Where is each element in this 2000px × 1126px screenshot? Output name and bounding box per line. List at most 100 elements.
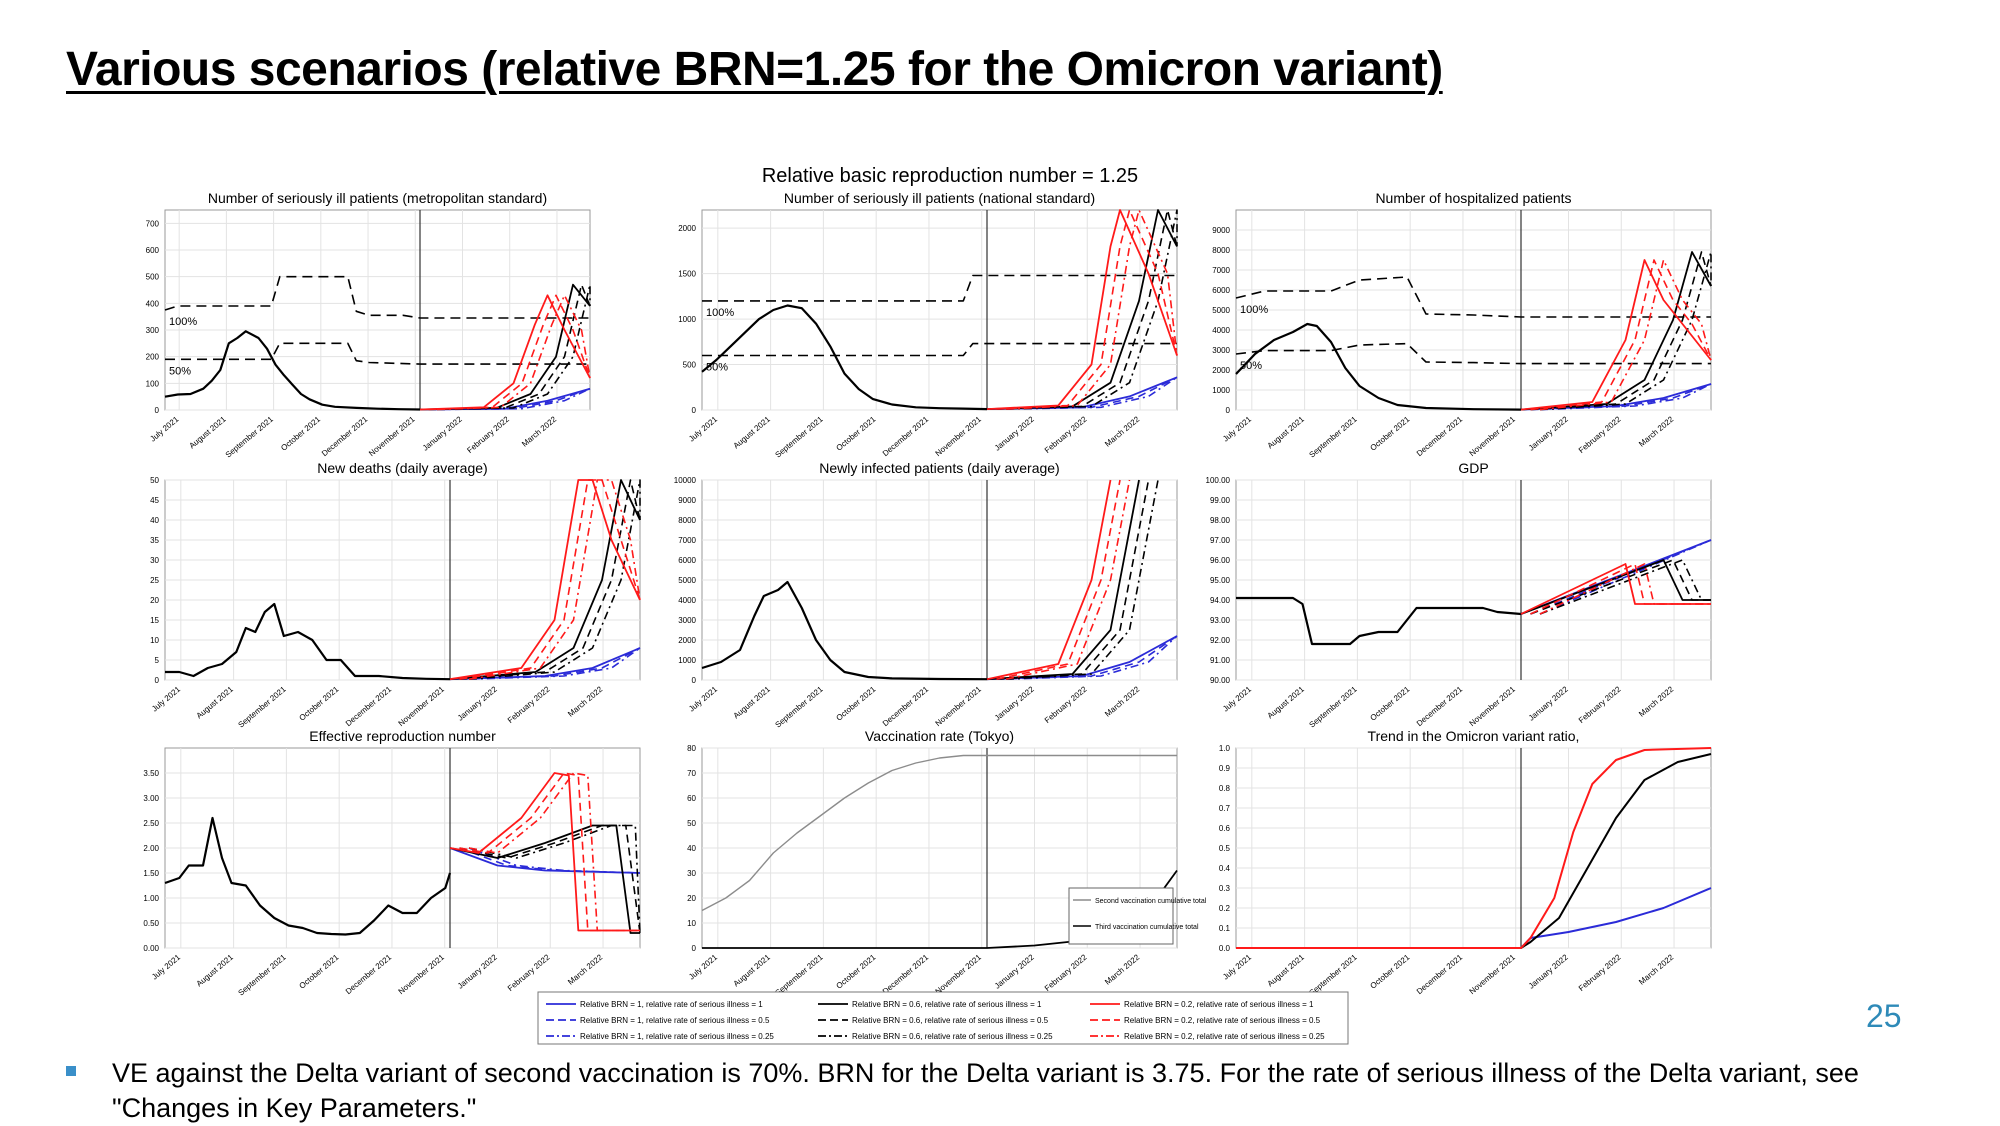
y-tick-label: 99.00 <box>1210 496 1231 505</box>
x-tick-label: November 2021 <box>397 952 447 996</box>
legend-label: Relative BRN = 0.6, relative rate of ser… <box>852 1000 1042 1009</box>
black-scenario-solid <box>449 479 641 681</box>
x-tick-label: February 2022 <box>1043 684 1089 725</box>
y-tick-label: 20 <box>150 596 159 605</box>
black-scenario-dashdot <box>1539 251 1712 411</box>
history-line <box>165 602 451 681</box>
y-tick-label: 0.5 <box>1219 844 1231 853</box>
x-tick-label: September 2021 <box>774 414 826 459</box>
y-tick-label: 9000 <box>678 496 696 505</box>
y-tick-label: 0.9 <box>1219 764 1231 773</box>
y-tick-label: 1000 <box>678 656 696 665</box>
x-tick-label: August 2021 <box>732 952 773 988</box>
y-tick-label: 0.8 <box>1219 784 1231 793</box>
x-tick-label: October 2021 <box>1369 414 1412 452</box>
x-tick-label: December 2021 <box>881 952 931 996</box>
x-tick-label: March 2022 <box>566 952 605 986</box>
black-scenario-dashed <box>428 283 591 411</box>
y-tick-label: 2000 <box>1212 366 1230 375</box>
black-scenario-dashed <box>459 479 641 680</box>
x-tick-label: March 2022 <box>1637 684 1676 718</box>
y-tick-label: 7000 <box>1212 266 1230 275</box>
red-scenario-solid <box>1520 259 1712 411</box>
chart-title: GDP <box>1458 460 1488 476</box>
y-tick-label: 2000 <box>678 636 696 645</box>
y-tick-label: 98.00 <box>1210 516 1231 525</box>
x-tick-label: July 2021 <box>687 414 719 443</box>
chart-panel: Newly infected patients (daily average) 0… <box>674 460 1178 730</box>
x-tick-label: December 2021 <box>344 952 394 996</box>
y-tick-label: 2.00 <box>143 844 159 853</box>
legend-label: Relative BRN = 1, relative rate of serio… <box>580 1016 770 1025</box>
red-scenario-dashdot <box>1539 563 1711 615</box>
y-tick-label: 0.0 <box>1219 944 1231 953</box>
black-scenario-dashdot <box>1539 559 1711 615</box>
y-tick-label: 8000 <box>1212 246 1230 255</box>
chart-frame <box>701 209 1178 411</box>
y-tick-label: 0 <box>692 676 697 685</box>
history-line <box>1236 596 1522 646</box>
red-scenario-dashdot <box>468 479 641 680</box>
y-tick-label: 50 <box>687 819 696 828</box>
legend-label: Relative BRN = 0.6, relative rate of ser… <box>852 1032 1053 1041</box>
x-tick-label: September 2021 <box>1308 684 1360 729</box>
y-tick-label: 300 <box>146 326 160 335</box>
x-tick-label: August 2021 <box>195 952 236 988</box>
x-tick-label: February 2022 <box>1043 414 1089 455</box>
y-tick-label: 97.00 <box>1210 536 1231 545</box>
capacity-label: 100% <box>706 307 734 319</box>
y-tick-label: 40 <box>687 844 696 853</box>
y-tick-label: 70 <box>687 769 696 778</box>
x-tick-label: January 2022 <box>1527 952 1570 990</box>
y-tick-label: 30 <box>687 869 696 878</box>
y-tick-label: 6000 <box>678 556 696 565</box>
x-tick-label: September 2021 <box>774 684 826 729</box>
x-tick-label: July 2021 <box>687 952 719 981</box>
y-tick-label: 1000 <box>678 315 696 324</box>
y-tick-label: 10 <box>687 919 696 928</box>
inset-legend-label: Second vaccination cumulative total <box>1095 898 1207 905</box>
x-tick-label: March 2022 <box>520 414 559 448</box>
y-tick-label: 94.00 <box>1210 596 1231 605</box>
x-tick-label: November 2021 <box>1468 414 1518 458</box>
x-tick-label: February 2022 <box>1577 684 1623 725</box>
x-tick-label: January 2022 <box>421 414 464 452</box>
blue-scenario-dashed <box>996 635 1178 680</box>
x-tick-label: March 2022 <box>1103 414 1142 448</box>
x-tick-label: July 2021 <box>1221 414 1253 443</box>
x-tick-label: January 2022 <box>1527 414 1570 452</box>
scenario-legend: Relative BRN = 1, relative rate of serio… <box>537 991 1349 1045</box>
x-tick-label: July 2021 <box>1221 952 1253 981</box>
x-tick-label: December 2021 <box>1415 952 1465 996</box>
x-tick-label: August 2021 <box>187 414 228 450</box>
y-tick-label: 3.50 <box>143 769 159 778</box>
x-tick-label: November 2021 <box>934 414 984 458</box>
black-scenario-dashdot <box>1005 479 1159 680</box>
y-tick-label: 0.6 <box>1219 824 1231 833</box>
y-tick-label: 96.00 <box>1210 556 1231 565</box>
page-title: Various scenarios (relative BRN=1.25 for… <box>66 43 1443 96</box>
capacity-line <box>1235 342 1711 365</box>
chart-panel: Trend in the Omicron variant ratio, 0.0 0.… <box>1219 728 1712 998</box>
x-tick-label: August 2021 <box>195 684 236 720</box>
black-scenario-solid <box>1520 251 1712 411</box>
chart-panel: Vaccination rate (Tokyo) 0 10 20 30 40 50 60 70 8… <box>687 728 1207 998</box>
y-tick-label: 0.3 <box>1219 884 1231 893</box>
y-tick-label: 0 <box>155 406 160 415</box>
chart-frame <box>164 209 591 411</box>
black-scenario-dashdot <box>468 824 641 934</box>
red-scenario-dashed <box>459 772 640 932</box>
chart-title: Number of hospitalized patients <box>1375 190 1571 206</box>
y-tick-label: 1.50 <box>143 869 159 878</box>
x-tick-label: August 2021 <box>732 684 773 720</box>
blue-scenario-dashed <box>996 376 1178 410</box>
legend-label: Relative BRN = 1, relative rate of serio… <box>580 1000 763 1009</box>
x-tick-label: January 2022 <box>993 684 1036 722</box>
y-tick-label: 95.00 <box>1210 576 1231 585</box>
chart-suptitle: Relative basic reproduction number = 1.2… <box>762 165 1138 187</box>
history-line <box>1235 322 1522 411</box>
second-vaccination-line <box>701 754 1177 912</box>
x-tick-label: August 2021 <box>1266 414 1307 450</box>
capacity-line <box>702 274 1177 302</box>
x-tick-label: October 2021 <box>835 952 878 990</box>
